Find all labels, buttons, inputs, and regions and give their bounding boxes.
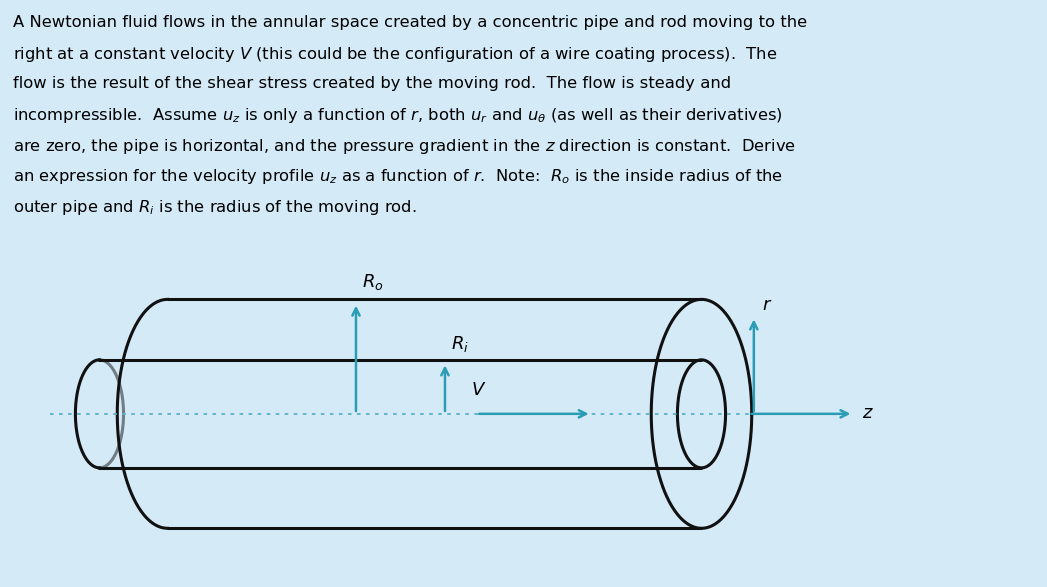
- Text: $r$: $r$: [762, 296, 773, 313]
- Text: $R_o$: $R_o$: [362, 272, 384, 292]
- Text: incompressible.  Assume $u_z$ is only a function of $r$, both $u_r$ and $u_\thet: incompressible. Assume $u_z$ is only a f…: [13, 106, 782, 126]
- Text: an expression for the velocity profile $u_z$ as a function of $r$.  Note:  $R_o$: an expression for the velocity profile $…: [13, 167, 783, 187]
- Text: flow is the result of the shear stress created by the moving rod.  The flow is s: flow is the result of the shear stress c…: [13, 76, 731, 91]
- Text: $R_i$: $R_i$: [451, 334, 469, 354]
- Text: are zero, the pipe is horizontal, and the pressure gradient in the $z$ direction: are zero, the pipe is horizontal, and th…: [13, 137, 796, 156]
- Text: $V$: $V$: [471, 381, 487, 399]
- Text: $z$: $z$: [862, 404, 873, 422]
- Text: A Newtonian fluid flows in the annular space created by a concentric pipe and ro: A Newtonian fluid flows in the annular s…: [13, 15, 806, 30]
- Text: outer pipe and $R_i$ is the radius of the moving rod.: outer pipe and $R_i$ is the radius of th…: [13, 198, 417, 217]
- Text: right at a constant velocity $\mathit{V}$ (this could be the configuration of a : right at a constant velocity $\mathit{V}…: [13, 45, 777, 64]
